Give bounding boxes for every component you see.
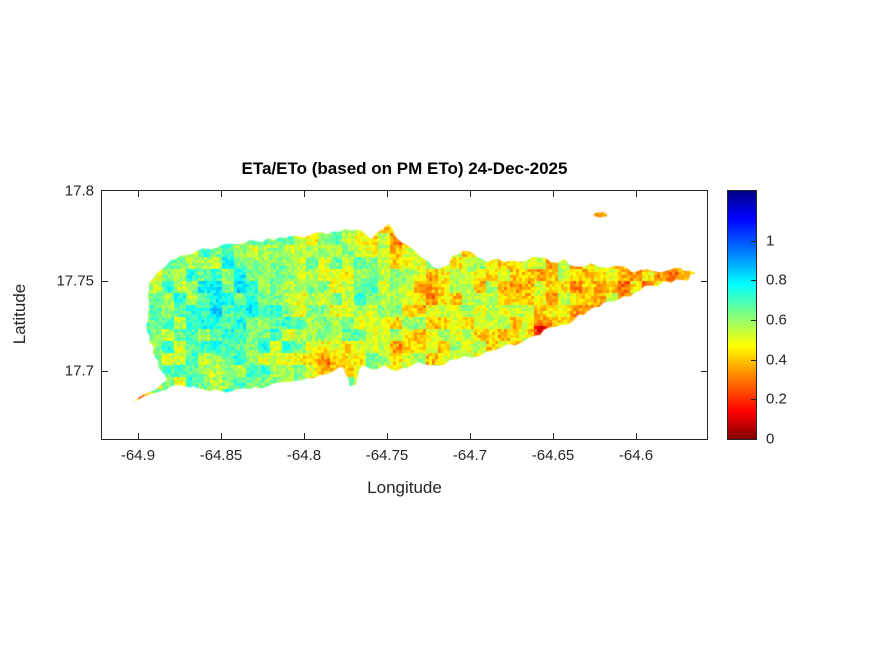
- colorbar-tick-mark: [751, 320, 756, 321]
- x-tick-mark: [387, 433, 388, 439]
- y-tick-mark: [102, 371, 108, 372]
- island-heatmap-canvas: [102, 191, 707, 439]
- x-tick-mark: [221, 191, 222, 197]
- x-tick-label: -64.75: [365, 447, 409, 464]
- colorbar-tick-label: 0.6: [766, 311, 787, 329]
- x-tick-mark: [138, 433, 139, 439]
- x-tick-mark: [221, 433, 222, 439]
- x-tick-mark: [553, 433, 554, 439]
- x-tick-label: -64.7: [452, 447, 488, 464]
- plot-area: [101, 190, 708, 440]
- chart-title: ETa/ETo (based on PM ETo) 24-Dec-2025: [241, 159, 568, 178]
- y-tick-mark: [102, 281, 108, 282]
- x-axis-label: Longitude: [367, 478, 442, 497]
- x-tick-label: -64.65: [531, 447, 575, 464]
- y-tick-mark: [701, 371, 707, 372]
- y-axis-label: Latitude: [10, 283, 29, 345]
- colorbar-tick-mark: [751, 280, 756, 281]
- y-tick-mark: [701, 281, 707, 282]
- x-tick-mark: [470, 433, 471, 439]
- x-tick-mark: [636, 433, 637, 439]
- y-tick-label: 17.75: [56, 272, 94, 290]
- colorbar-tick-label: 0.2: [766, 390, 787, 408]
- colorbar-tick-label: 1: [766, 232, 775, 250]
- x-tick-mark: [636, 191, 637, 197]
- x-tick-mark: [470, 191, 471, 197]
- y-tick-label: 17.8: [64, 182, 94, 200]
- colorbar-tick-mark: [751, 360, 756, 361]
- colorbar-tick-label: 0: [766, 430, 775, 448]
- x-tick-label: -64.8: [286, 447, 322, 464]
- y-tick-label: 17.7: [64, 362, 94, 380]
- x-tick-mark: [553, 191, 554, 197]
- x-tick-label: -64.6: [618, 447, 654, 464]
- colorbar: [727, 190, 757, 440]
- colorbar-tick-mark: [751, 399, 756, 400]
- x-tick-mark: [387, 191, 388, 197]
- colorbar-tick-label: 0.4: [766, 351, 787, 369]
- x-tick-mark: [304, 433, 305, 439]
- x-tick-mark: [138, 191, 139, 197]
- x-tick-label: -64.9: [120, 447, 156, 464]
- colorbar-tick-label: 0.8: [766, 271, 787, 289]
- x-tick-label: -64.85: [199, 447, 243, 464]
- colorbar-tick-mark: [751, 241, 756, 242]
- x-tick-mark: [304, 191, 305, 197]
